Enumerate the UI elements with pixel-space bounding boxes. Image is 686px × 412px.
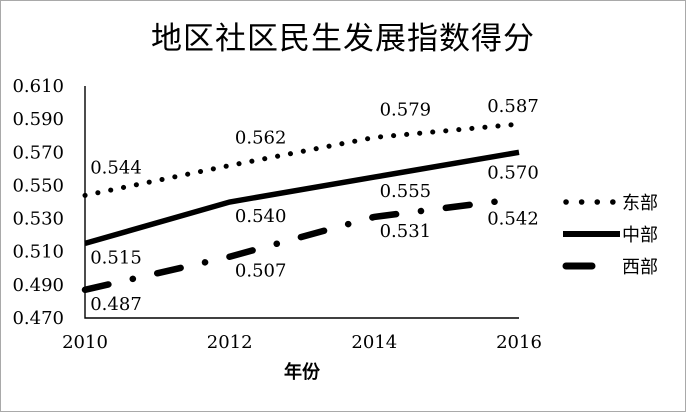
series-line-dash-dot [81, 195, 523, 294]
y-tick-label: 0.470 [12, 308, 64, 329]
x-axis-title: 年份 [284, 362, 320, 383]
y-tick-label: 0.550 [12, 175, 64, 196]
data-label: 0.542 [487, 209, 539, 230]
legend-dotted-line-icon [563, 199, 617, 205]
y-tick-label: 0.570 [12, 142, 64, 163]
y-tick-label: 0.510 [12, 242, 64, 263]
data-label: 0.555 [380, 181, 432, 202]
legend-dash-dot-line-icon [562, 262, 596, 270]
legend-item-3: 西部 [562, 250, 658, 282]
data-label: 0.587 [487, 96, 539, 117]
data-label: 0.544 [90, 157, 142, 178]
data-label: 0.531 [380, 221, 432, 242]
legend-item-2: 中部 [562, 218, 658, 250]
legend-solid-line-icon [563, 231, 620, 237]
y-tick-label: 0.530 [12, 209, 64, 230]
axis-lines [84, 86, 519, 319]
x-tick-label: 2012 [207, 332, 253, 353]
data-label: 0.562 [235, 128, 287, 149]
data-label: 0.540 [235, 206, 287, 227]
legend-item-1: 东部 [562, 186, 658, 218]
x-tick-label: 2016 [496, 332, 542, 353]
series-line-dotted [82, 121, 522, 198]
y-tick-label: 0.610 [12, 76, 64, 97]
y-tick-label: 0.590 [12, 109, 64, 130]
data-label: 0.515 [90, 247, 142, 268]
legend-label: 西部 [622, 257, 658, 278]
data-label: 0.579 [380, 99, 432, 120]
legend: 东部 中部 西部 [562, 186, 658, 282]
data-label: 0.507 [235, 261, 287, 282]
data-label: 0.570 [487, 162, 539, 183]
legend-label: 中部 [622, 225, 658, 246]
legend-label: 东部 [622, 193, 658, 214]
y-tick-label: 0.490 [12, 275, 64, 296]
data-label: 0.487 [90, 294, 142, 315]
series-line-solid [84, 149, 520, 247]
x-tick-label: 2010 [62, 332, 108, 353]
x-tick-label: 2014 [351, 332, 397, 353]
chart-title: 地区社区民生发展指数得分 [151, 21, 535, 57]
